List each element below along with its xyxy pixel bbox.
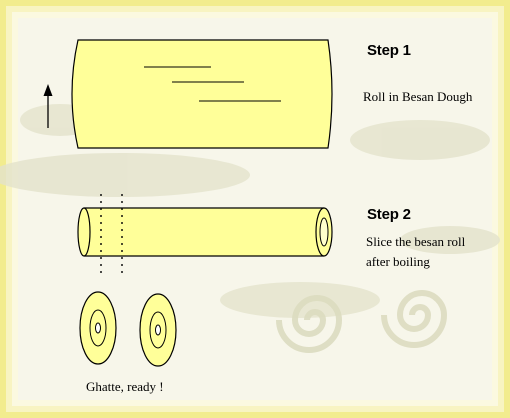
dough-sheet	[72, 40, 332, 148]
ghatte-slice-1	[80, 292, 116, 364]
step-2-text-line-1: Slice the besan roll	[366, 232, 465, 252]
step-1-title: Step 1	[367, 42, 411, 59]
step-2-text-line-2: after boiling	[366, 252, 430, 272]
ghatte-slice-2	[140, 294, 176, 366]
besan-roll	[78, 208, 332, 256]
step-2-title: Step 2	[367, 206, 411, 223]
step-1-text: Roll in Besan Dough	[363, 87, 472, 107]
up-arrow-icon	[44, 84, 53, 128]
ghatte-caption: Ghatte, ready !	[86, 377, 164, 397]
